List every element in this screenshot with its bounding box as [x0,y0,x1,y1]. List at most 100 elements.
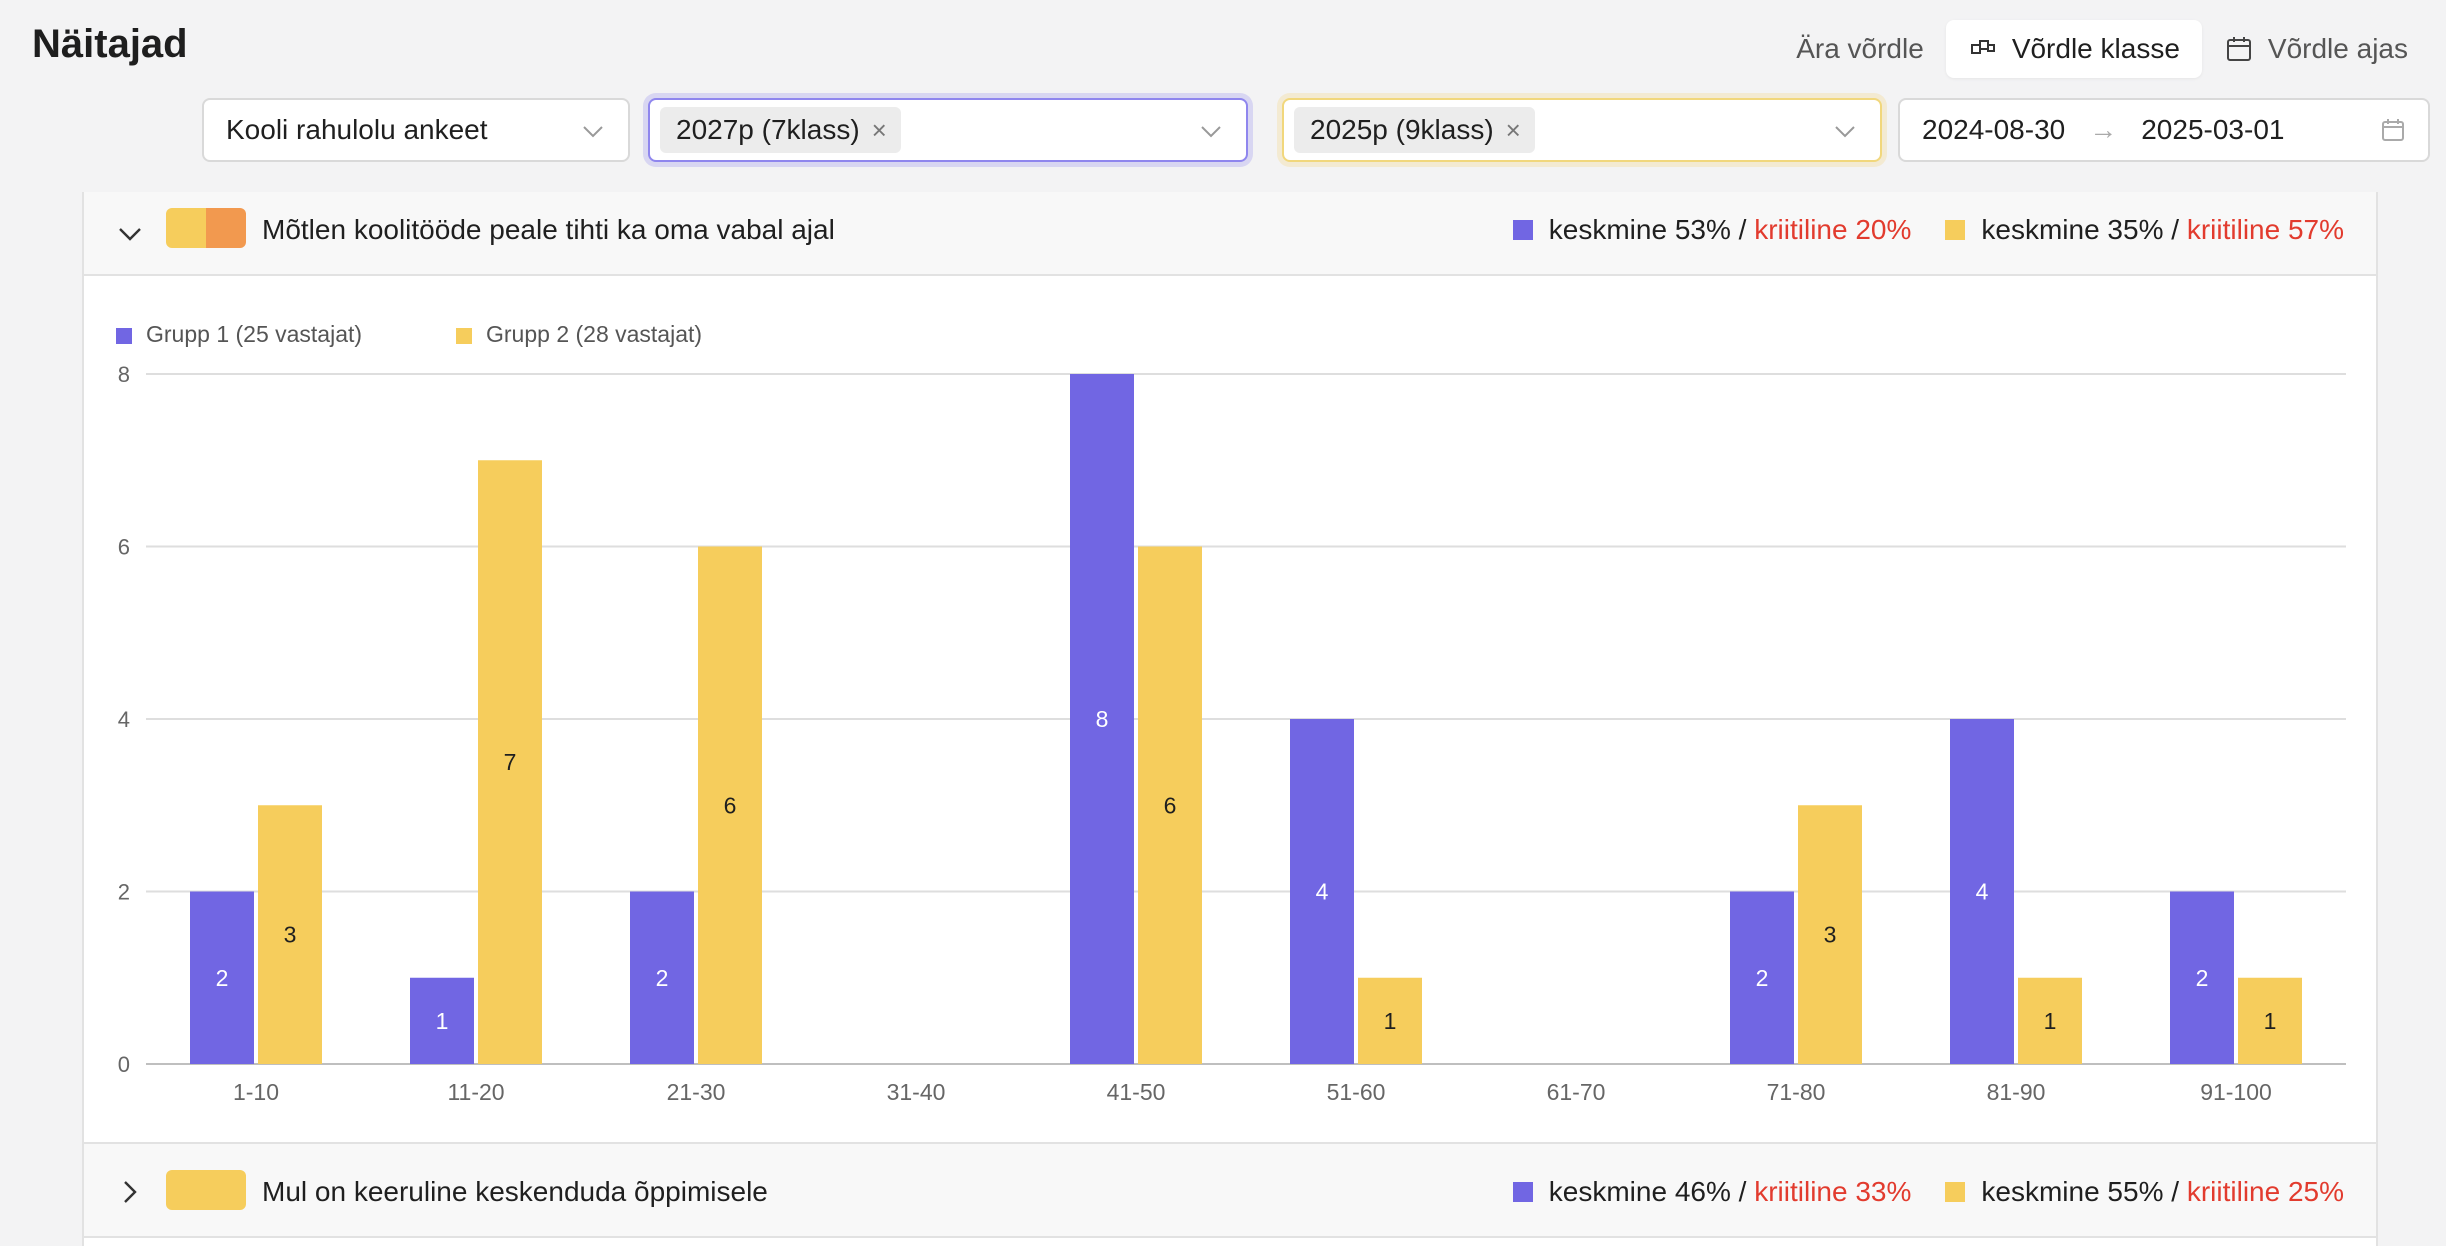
x-tick-label: 51-60 [1327,1079,1386,1105]
calendar-icon [2382,119,2404,141]
close-icon[interactable]: × [1505,114,1521,145]
group1-critical: kriitiline 33% [1754,1176,1912,1207]
chevron-down-icon [1835,126,1855,138]
group2-tag: 2025p (9klass) × [1294,107,1535,153]
question-title: Mõtlen koolitööde peale tihti ka oma vab… [262,214,835,245]
date-to-input[interactable]: 2025-03-01 [2141,114,2285,145]
group1-avg: keskmine 53% [1548,214,1731,245]
distribution-chart: Grupp 1 (25 vastajat) Grupp 2 (28 vastaja… [84,278,2376,1134]
survey-select-value: Kooli rahulolu ankeet [226,114,488,145]
group1-stat: keskmine 53% / kriitiline 20% [1512,214,1912,246]
question-row-expanded[interactable]: Mõtlen koolitööde peale tihti ka oma vab… [84,192,2376,276]
bar-data-label: 6 [724,792,737,818]
group1-tag-label: 2027p (7klass) [676,114,860,145]
date-range-arrow: → [2089,114,2118,145]
bar-data-label: 2 [2196,965,2209,991]
question-row-collapsed[interactable]: Mul on keeruline keskenduda õppimisele k… [84,1142,2376,1238]
x-tick-label: 31-40 [887,1079,946,1105]
x-tick-label: 71-80 [1767,1079,1826,1105]
x-tick-label: 1-10 [233,1079,279,1105]
chevron-right-icon[interactable] [116,1178,144,1206]
compare-classes-icon [1970,40,1995,54]
y-tick-label: 0 [118,1052,130,1077]
bar-data-label: 2 [1756,965,1769,991]
bar [2238,977,2302,1064]
bar-data-label: 1 [2264,1008,2277,1034]
calendar-icon [2226,37,2251,61]
question-color-swatch [166,208,246,248]
group2-critical: kriitiline 25% [2186,1176,2344,1207]
compare-classes-label: Võrdle klasse [2011,33,2180,64]
question-title: Mul on keeruline keskenduda õppimisele [262,1176,768,1207]
x-tick-label: 11-20 [447,1079,504,1105]
bar [478,460,542,1064]
chevron-down-icon[interactable] [116,220,144,248]
compare-classes-button[interactable]: Võrdle klasse [1945,20,2202,78]
date-range-picker[interactable]: 2024-08-30 → 2025-03-01 [1898,98,2430,162]
legend-swatch [456,328,472,344]
legend-label: Grupp 2 (28 vastajat) [486,321,702,347]
bar [1290,719,1354,1064]
bar [1730,891,1794,1064]
y-tick-label: 8 [118,362,130,387]
bar [1950,719,2014,1064]
questions-panel: Mõtlen koolitööde peale tihti ka oma vab… [82,192,2378,1246]
group2-stat: keskmine 55% / kriitiline 25% [1945,1176,2344,1208]
bar-data-label: 1 [1384,1008,1397,1034]
x-tick-label: 21-30 [667,1079,726,1105]
bar-data-label: 4 [1976,879,1989,905]
y-tick-label: 6 [118,535,130,560]
bar [630,891,694,1064]
legend-label: Grupp 1 (25 vastajat) [146,321,362,347]
bar-data-label: 7 [504,749,517,775]
question-stats: keskmine 46% / kriitiline 33% keskmine 5… [1512,1176,2344,1208]
question-color-swatch [166,1170,246,1210]
x-tick-label: 91-100 [2200,1079,2272,1105]
close-icon[interactable]: × [871,114,887,145]
stat-separator: / [1730,214,1755,245]
survey-select[interactable]: Kooli rahulolu ankeet [202,98,630,162]
compare-time-button[interactable]: Võrdle ajas [2202,20,2430,78]
group2-stat: keskmine 35% / kriitiline 57% [1945,214,2344,246]
no-compare-label: Ära võrdle [1796,33,1924,64]
group1-critical: kriitiline 20% [1754,214,1912,245]
bar [1358,977,1422,1064]
x-tick-label: 41-50 [1107,1079,1166,1105]
bar-data-label: 4 [1316,879,1329,905]
bar [698,546,762,1064]
bar [1138,546,1202,1064]
bar [1798,805,1862,1064]
bar [258,805,322,1064]
bar-data-label: 1 [2044,1008,2057,1034]
bar-data-label: 1 [436,1008,449,1034]
page-title: Näitajad [32,22,188,66]
stat-separator: / [1730,1176,1755,1207]
group1-tag: 2027p (7klass) × [660,107,901,153]
x-tick-label: 81-90 [1987,1079,2046,1105]
bar-data-label: 6 [1164,792,1177,818]
bar-data-label: 3 [284,922,297,948]
x-tick-label: 61-70 [1547,1079,1606,1105]
no-compare-button[interactable]: Ära võrdle [1774,20,1946,78]
y-tick-label: 4 [118,707,130,732]
legend-swatch [116,328,132,344]
chevron-down-icon [1201,126,1221,138]
bar [410,977,474,1064]
date-from-input[interactable]: 2024-08-30 [1922,114,2066,145]
bar [2018,977,2082,1064]
group1-stat: keskmine 46% / kriitiline 33% [1512,1176,1912,1208]
group2-critical: kriitiline 57% [2186,214,2344,245]
y-tick-label: 2 [118,880,130,905]
compare-time-label: Võrdle ajas [2267,33,2408,64]
bar-chart-svg: Grupp 1 (25 vastajat) Grupp 2 (28 vastaja… [116,321,2346,1105]
bar [190,891,254,1064]
group1-select[interactable]: 2027p (7klass) × [648,98,1248,162]
group2-select[interactable]: 2025p (9klass) × [1282,98,1882,162]
question-stats: keskmine 53% / kriitiline 20% keskmine 3… [1512,214,2344,246]
group2-tag-label: 2025p (9klass) [1310,114,1494,145]
compare-toolbar: Ära võrdle Võrdle klasse Võrdle ajas [1774,20,2430,78]
bar [1070,374,1134,1064]
group2-avg: keskmine 55% [1981,1176,2164,1207]
filter-bar: Kooli rahulolu ankeet 2027p (7klass) × 2… [0,98,2446,162]
stat-separator: / [2163,214,2187,245]
